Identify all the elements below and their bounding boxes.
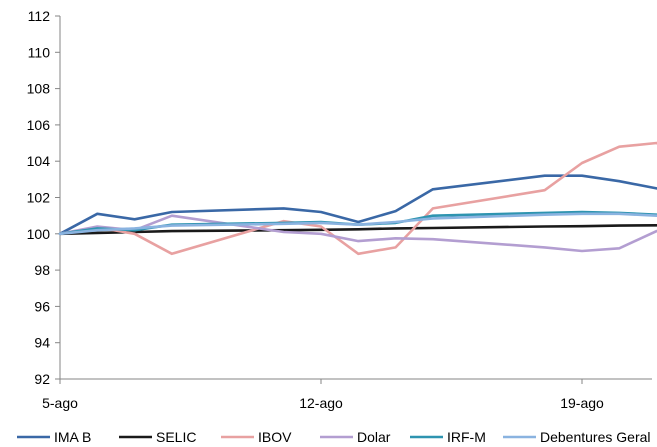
- legend: IMA B SELIC IBOV Dolar IRF-M Debentures Geral: [17, 429, 651, 445]
- y-tick-label: 102: [27, 190, 51, 206]
- y-tick-label: 106: [27, 117, 51, 133]
- legend-label-ibov: IBOV: [258, 429, 292, 445]
- legend-label-selic: SELIC: [156, 429, 196, 445]
- y-tick-label: 108: [27, 81, 51, 97]
- axes: 92 94 96 98 100 102 104 106 108 110 112 5-ago 12-ago…: [27, 8, 652, 411]
- y-tick-label: 100: [27, 226, 51, 242]
- y-tick-label: 94: [34, 335, 50, 351]
- legend-label-ima-b: IMA B: [54, 429, 91, 445]
- series-line-dolar: [58, 214, 657, 253]
- series-line-ibov: [58, 141, 657, 256]
- series-line-selic: [58, 223, 657, 236]
- y-tick-label: 110: [28, 44, 51, 60]
- y-tick-label: 104: [27, 153, 51, 169]
- legend-label-dolar: Dolar: [357, 429, 391, 445]
- series-line-debentures-geral: [58, 212, 657, 236]
- y-tick-label: 98: [34, 262, 50, 278]
- y-tick-label: 96: [34, 298, 50, 314]
- legend-label-irf-m: IRF-M: [447, 429, 486, 445]
- legend-label-debentures-geral: Debentures Geral: [540, 429, 651, 445]
- x-tick-label: 5-ago: [42, 395, 78, 411]
- x-tick-label: 12-ago: [299, 395, 343, 411]
- x-tick-label: 19-ago: [560, 395, 604, 411]
- series-line-ima-b: [58, 174, 657, 236]
- series-lines: [58, 141, 657, 256]
- y-tick-label: 92: [34, 371, 50, 387]
- y-tick-label: 112: [28, 8, 51, 24]
